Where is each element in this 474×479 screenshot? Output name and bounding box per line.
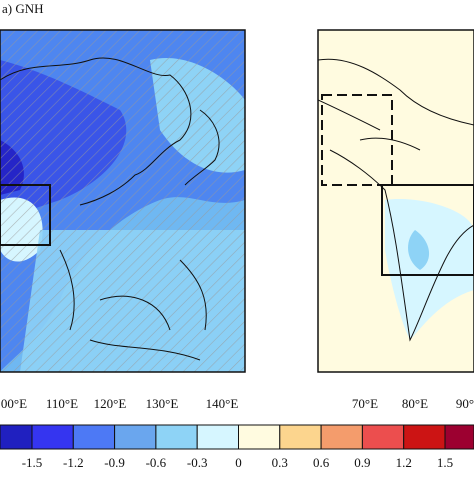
x-tick-label: 80°E xyxy=(402,396,428,411)
colorbar-label: 0.6 xyxy=(313,455,330,470)
colorbar-box xyxy=(0,424,33,450)
frame-a xyxy=(0,29,246,373)
colorbar-box xyxy=(155,424,198,450)
x-tick-label: 90° xyxy=(456,396,474,411)
x-tick-label: 70°E xyxy=(352,396,378,411)
x-tick-label: 120°E xyxy=(94,396,127,411)
colorbar-box xyxy=(403,424,446,450)
x-tick-label: 00°E xyxy=(1,396,27,411)
map-b xyxy=(318,30,474,372)
colorbar-label: 0.9 xyxy=(354,455,370,470)
colorbar-label: 0.3 xyxy=(272,455,288,470)
colorbar-label: -0.3 xyxy=(187,455,208,470)
colorbar-label: -0.6 xyxy=(146,455,167,470)
x-tick-label: 110°E xyxy=(46,396,78,411)
colorbar-label: -0.9 xyxy=(104,455,125,470)
colorbar-box xyxy=(279,424,322,450)
map-a xyxy=(0,30,245,372)
colorbar-label: 1.5 xyxy=(437,455,453,470)
colorbar-label: 0 xyxy=(235,455,242,470)
x-tick-label: 140°E xyxy=(206,396,239,411)
colorbar-box xyxy=(320,424,363,450)
colorbar-box xyxy=(31,424,74,450)
colorbar-box xyxy=(196,424,239,450)
colorbar-box xyxy=(114,424,157,450)
colorbar-label: -1.5 xyxy=(22,455,43,470)
panel-label: a) GNH xyxy=(2,1,44,16)
colorbar-label: -1.2 xyxy=(63,455,84,470)
x-tick-label: 130°E xyxy=(146,396,179,411)
frame-b xyxy=(317,29,474,373)
colorbar-label: 1.2 xyxy=(396,455,412,470)
colorbar-box xyxy=(72,424,116,450)
colorbar-box xyxy=(361,424,405,450)
colorbar-box xyxy=(444,424,474,450)
colorbar-box xyxy=(238,424,281,450)
